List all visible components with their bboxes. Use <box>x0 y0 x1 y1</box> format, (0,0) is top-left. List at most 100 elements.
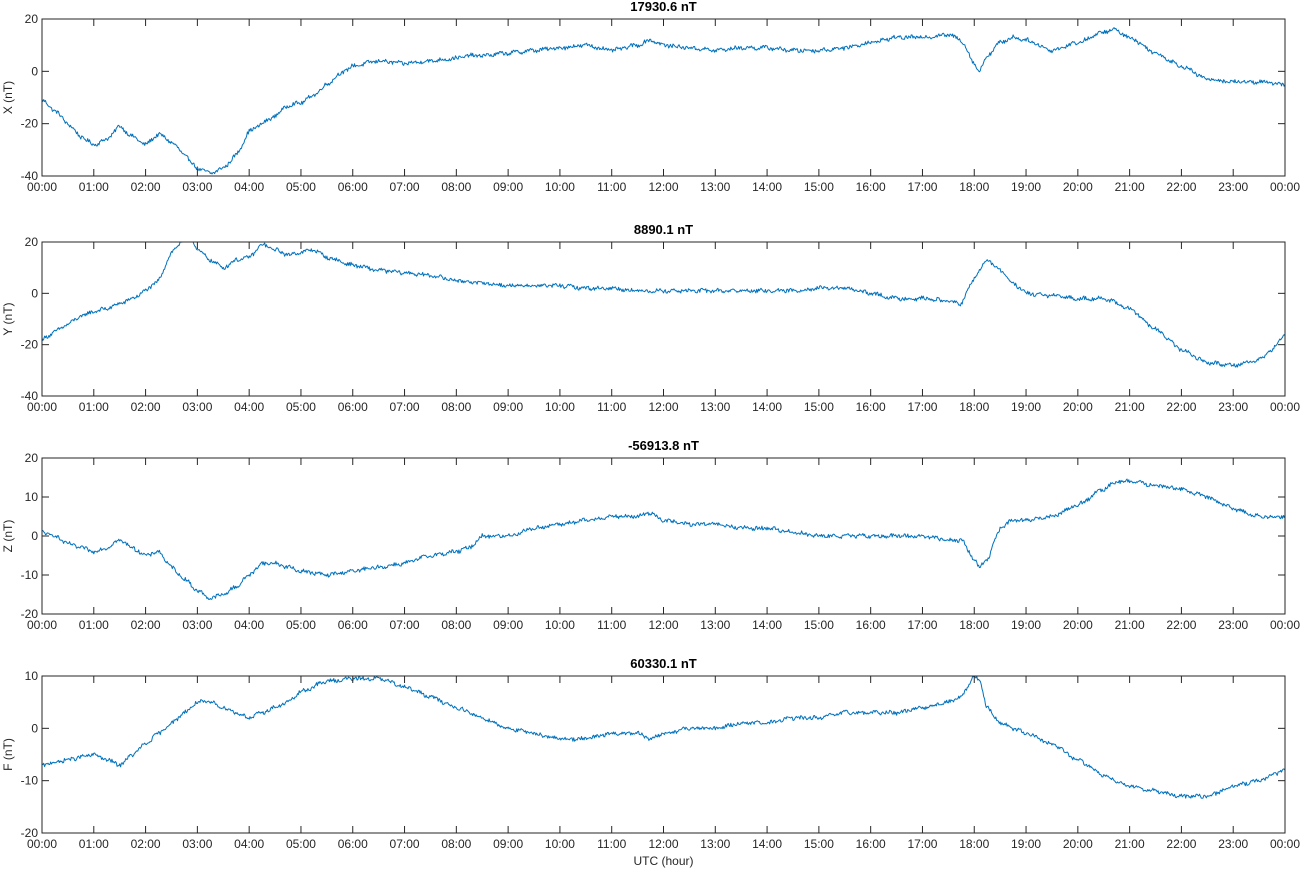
x-tick-label: 20:00 <box>1063 400 1093 414</box>
x-tick-label: 21:00 <box>1115 400 1145 414</box>
x-tick-label: 04:00 <box>234 180 264 194</box>
axes-box <box>41 457 1286 615</box>
x-tick-label: 17:00 <box>907 400 937 414</box>
x-tick-label: 00:00 <box>27 837 57 851</box>
x-tick-label: 07:00 <box>390 618 420 632</box>
x-tick-label: 23:00 <box>1218 400 1248 414</box>
x-tick-label: 16:00 <box>856 618 886 632</box>
x-tick-label: 01:00 <box>79 837 109 851</box>
x-tick-label: 11:00 <box>597 837 626 851</box>
y-tick-label: 20 <box>25 451 39 465</box>
y-axis-label: F (nT) <box>1 738 15 771</box>
x-tick-label: 18:00 <box>959 837 989 851</box>
x-tick-label: 20:00 <box>1063 837 1093 851</box>
x-tick-label: 11:00 <box>597 400 626 414</box>
y-tick-label: 20 <box>25 12 39 26</box>
y-tick-label: 0 <box>31 286 38 300</box>
x-tick-label: 16:00 <box>856 180 886 194</box>
x-tick-label: 13:00 <box>700 837 730 851</box>
x-tick-label: 05:00 <box>286 837 316 851</box>
x-tick-label: 22:00 <box>1166 180 1196 194</box>
x-tick-label: 09:00 <box>493 400 523 414</box>
x-tick-label: 18:00 <box>959 618 989 632</box>
y-axis-label: X (nT) <box>1 81 15 114</box>
y-tick-label: 20 <box>25 235 39 249</box>
series-line-x <box>41 27 1286 175</box>
x-axis-label: UTC (hour) <box>633 854 693 868</box>
x-tick-label: 14:00 <box>752 180 782 194</box>
x-tick-label: 16:00 <box>856 837 886 851</box>
panel-title: -56913.8 nT <box>628 438 699 453</box>
x-tick-label: 19:00 <box>1011 837 1041 851</box>
x-tick-label: 15:00 <box>804 618 834 632</box>
x-tick-label: 04:00 <box>234 400 264 414</box>
x-tick-label: 02:00 <box>131 400 161 414</box>
x-tick-label: 05:00 <box>286 400 316 414</box>
x-tick-label: 09:00 <box>493 180 523 194</box>
x-tick-label: 11:00 <box>597 180 626 194</box>
x-tick-label: 19:00 <box>1011 400 1041 414</box>
x-tick-label: 00:00 <box>27 180 57 194</box>
x-tick-label: 15:00 <box>804 837 834 851</box>
y-tick-label: -40 <box>21 169 39 183</box>
x-tick-label: 14:00 <box>752 618 782 632</box>
x-tick-label: 00:00 <box>1270 837 1300 851</box>
x-tick-label: 16:00 <box>856 400 886 414</box>
series-line-y <box>41 241 1286 368</box>
x-tick-label: 01:00 <box>79 400 109 414</box>
panel-f: 60330.1 nT F (nT) 00:00 01:00 02:00 03:00 04:0… <box>1 656 1300 868</box>
x-tick-label: 02:00 <box>131 180 161 194</box>
panel-z: -56913.8 nT Z (nT) 00:00 01:00 02:00 03:00 04:… <box>1 438 1300 632</box>
x-tick-label: 06:00 <box>338 400 368 414</box>
panel-title: 60330.1 nT <box>630 656 697 671</box>
x-tick-label: 00:00 <box>1270 400 1300 414</box>
axes-box <box>41 675 1286 834</box>
x-tick-label: 07:00 <box>390 837 420 851</box>
x-tick-label: 18:00 <box>959 180 989 194</box>
x-tick-label: 01:00 <box>79 180 109 194</box>
y-tick-label: -20 <box>21 826 39 840</box>
x-tick-label: 18:00 <box>959 400 989 414</box>
x-tick-label: 13:00 <box>700 400 730 414</box>
x-tick-label: 00:00 <box>1270 180 1300 194</box>
x-tick-label: 12:00 <box>648 618 678 632</box>
x-tick-label: 10:00 <box>545 837 575 851</box>
x-tick-label: 15:00 <box>804 400 834 414</box>
x-tick-label: 10:00 <box>545 180 575 194</box>
panel-y: 8890.1 nT Y (nT) 00:00 01:00 02:00 03:00 04:00… <box>1 222 1300 414</box>
x-tick-label: 21:00 <box>1115 618 1145 632</box>
x-tick-label: 09:00 <box>493 618 523 632</box>
x-tick-label: 12:00 <box>648 400 678 414</box>
panel-x: 17930.6 nT X (nT) 00:00 01:00 02:00 03:00 04:0… <box>1 0 1300 194</box>
x-tick-label: 10:00 <box>545 400 575 414</box>
y-axis-label: Z (nT) <box>1 520 15 553</box>
y-tick-label: 0 <box>31 721 38 735</box>
panel-title: 17930.6 nT <box>630 0 697 14</box>
y-tick-label: -20 <box>21 338 39 352</box>
x-tick-label: 09:00 <box>493 837 523 851</box>
x-tick-label: 08:00 <box>441 618 471 632</box>
x-tick-label: 23:00 <box>1218 837 1248 851</box>
x-tick-label: 12:00 <box>648 180 678 194</box>
y-tick-label: 10 <box>25 490 39 504</box>
x-tick-label: 00:00 <box>1270 618 1300 632</box>
x-tick-label: 21:00 <box>1115 180 1145 194</box>
x-tick-label: 22:00 <box>1166 400 1196 414</box>
panel-title: 8890.1 nT <box>634 222 693 237</box>
x-tick-label: 03:00 <box>182 837 212 851</box>
x-tick-label: 21:00 <box>1115 837 1145 851</box>
x-tick-label: 00:00 <box>27 618 57 632</box>
x-tick-label: 20:00 <box>1063 180 1093 194</box>
x-tick-label: 03:00 <box>182 400 212 414</box>
x-tick-label: 13:00 <box>700 618 730 632</box>
x-tick-label: 06:00 <box>338 618 368 632</box>
y-tick-label: 0 <box>31 64 38 78</box>
x-tick-label: 07:00 <box>390 400 420 414</box>
axes-box <box>41 18 1286 177</box>
x-tick-label: 08:00 <box>441 180 471 194</box>
x-tick-label: 13:00 <box>700 180 730 194</box>
x-tick-label: 08:00 <box>441 400 471 414</box>
y-tick-label: 0 <box>31 529 38 543</box>
x-tick-label: 01:00 <box>79 618 109 632</box>
